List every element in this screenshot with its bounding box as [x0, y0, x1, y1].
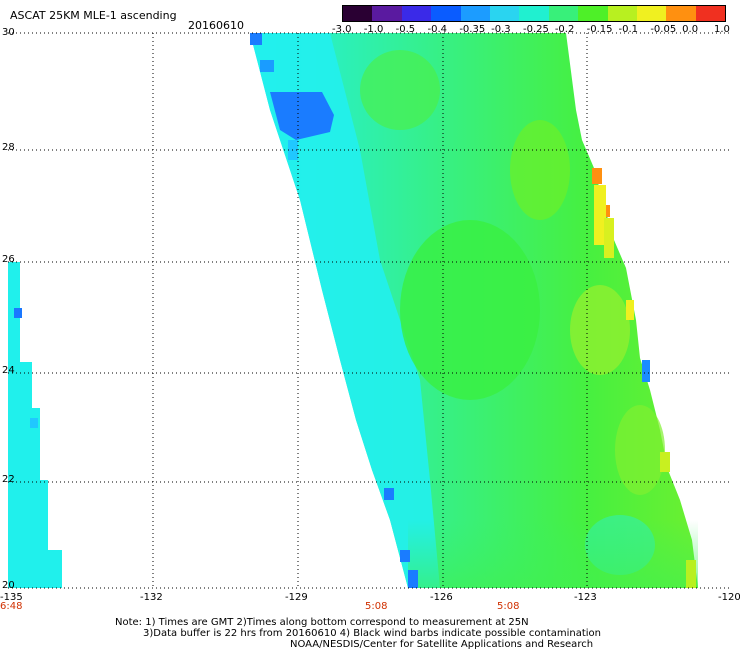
green-patch [510, 120, 570, 220]
edge-pixel [660, 452, 670, 472]
note-line-1: Note: 1) Times are GMT 2)Times along bot… [115, 617, 529, 628]
wind-pixel [14, 308, 22, 318]
colorbar [342, 5, 726, 22]
lon-label: -135 [0, 592, 23, 603]
edge-pixel [642, 360, 650, 382]
colorbar-tick-label: -0.3 [491, 24, 511, 35]
wind-pixel [250, 33, 262, 45]
green-patch [400, 220, 540, 400]
lat-label: 22 [2, 474, 15, 485]
colorbar-tick-label: 1.0 [714, 24, 730, 35]
colorbar-tick-label: -0.05 [650, 24, 677, 35]
product-date: 20160610 [188, 19, 244, 32]
colorbar-segment [489, 6, 520, 21]
colorbar-segment [578, 6, 608, 21]
lat-label: 24 [2, 365, 15, 376]
cyan-band [250, 33, 440, 588]
graticule [8, 32, 732, 589]
edge-pixel [626, 300, 634, 320]
colorbar-tick-label: -0.5 [395, 24, 416, 35]
wind-pixel [400, 550, 410, 562]
colorbar-segment [607, 6, 637, 21]
colorbar-tick-label: -0.25 [523, 24, 549, 35]
green-patch [615, 405, 665, 495]
colorbar-tick-label: -1.0 [363, 24, 384, 35]
colorbar-segment [636, 6, 667, 21]
lon-label: -126 [430, 592, 453, 603]
wind-pixel [384, 488, 394, 500]
colorbar-tick-label: 0.0 [682, 24, 699, 35]
lat-label: 30 [2, 27, 15, 38]
green-band [408, 520, 698, 588]
lat-label: 20 [2, 580, 15, 591]
lon-label: -129 [285, 592, 308, 603]
colorbar-tick-label: -3.0 [332, 24, 352, 35]
colorbar-segment [666, 6, 696, 21]
green-patch [570, 285, 630, 375]
note-line-2: 3)Data buffer is 22 hrs from 20160610 4)… [143, 628, 601, 639]
colorbar-tick-label: -0.1 [618, 24, 639, 35]
colorbar-tick-label: -0.2 [554, 24, 575, 35]
colorbar-segment [548, 6, 579, 21]
blue-patch [270, 92, 334, 140]
colorbar-tick-label: -0.35 [459, 24, 486, 35]
lat-label: 28 [2, 142, 15, 153]
wind-pixel [260, 60, 274, 72]
colorbar-segment [431, 6, 461, 21]
lon-label: -120 [718, 592, 740, 603]
lon-label: -123 [574, 592, 597, 603]
wind-pixel [30, 418, 38, 428]
edge-pixel [594, 185, 606, 245]
colorbar-segment [372, 6, 402, 21]
time-label: 6:48 [0, 601, 23, 612]
time-label: 5:08 [497, 601, 520, 612]
edge-pixel [604, 218, 614, 258]
colorbar-segment [460, 6, 490, 21]
colorbar-tick-label: -0.15 [586, 24, 613, 35]
time-label: 5:08 [365, 601, 388, 612]
colorbar-tick-label: -0.4 [427, 24, 448, 35]
colorbar-segment [519, 6, 549, 21]
colorbar-segment [343, 6, 373, 21]
edge-pixel [592, 168, 602, 184]
edge-pixel [686, 560, 696, 588]
colorbar-segment [695, 6, 726, 21]
colorbar-segment [401, 6, 432, 21]
colorbar-labels: -3.0 -1.0 -0.5 -0.4 -0.35 -0.3 -0.25 -0.2 -0.15-… [332, 24, 730, 36]
wind-pixel [408, 570, 418, 588]
note-line-3: NOAA/NESDIS/Center for Satellite Applica… [290, 639, 594, 650]
product-title: ASCAT 25KM MLE-1 ascending [10, 9, 177, 22]
lat-label: 26 [2, 254, 15, 265]
lon-label: -132 [140, 592, 163, 603]
green-patch [360, 50, 440, 130]
